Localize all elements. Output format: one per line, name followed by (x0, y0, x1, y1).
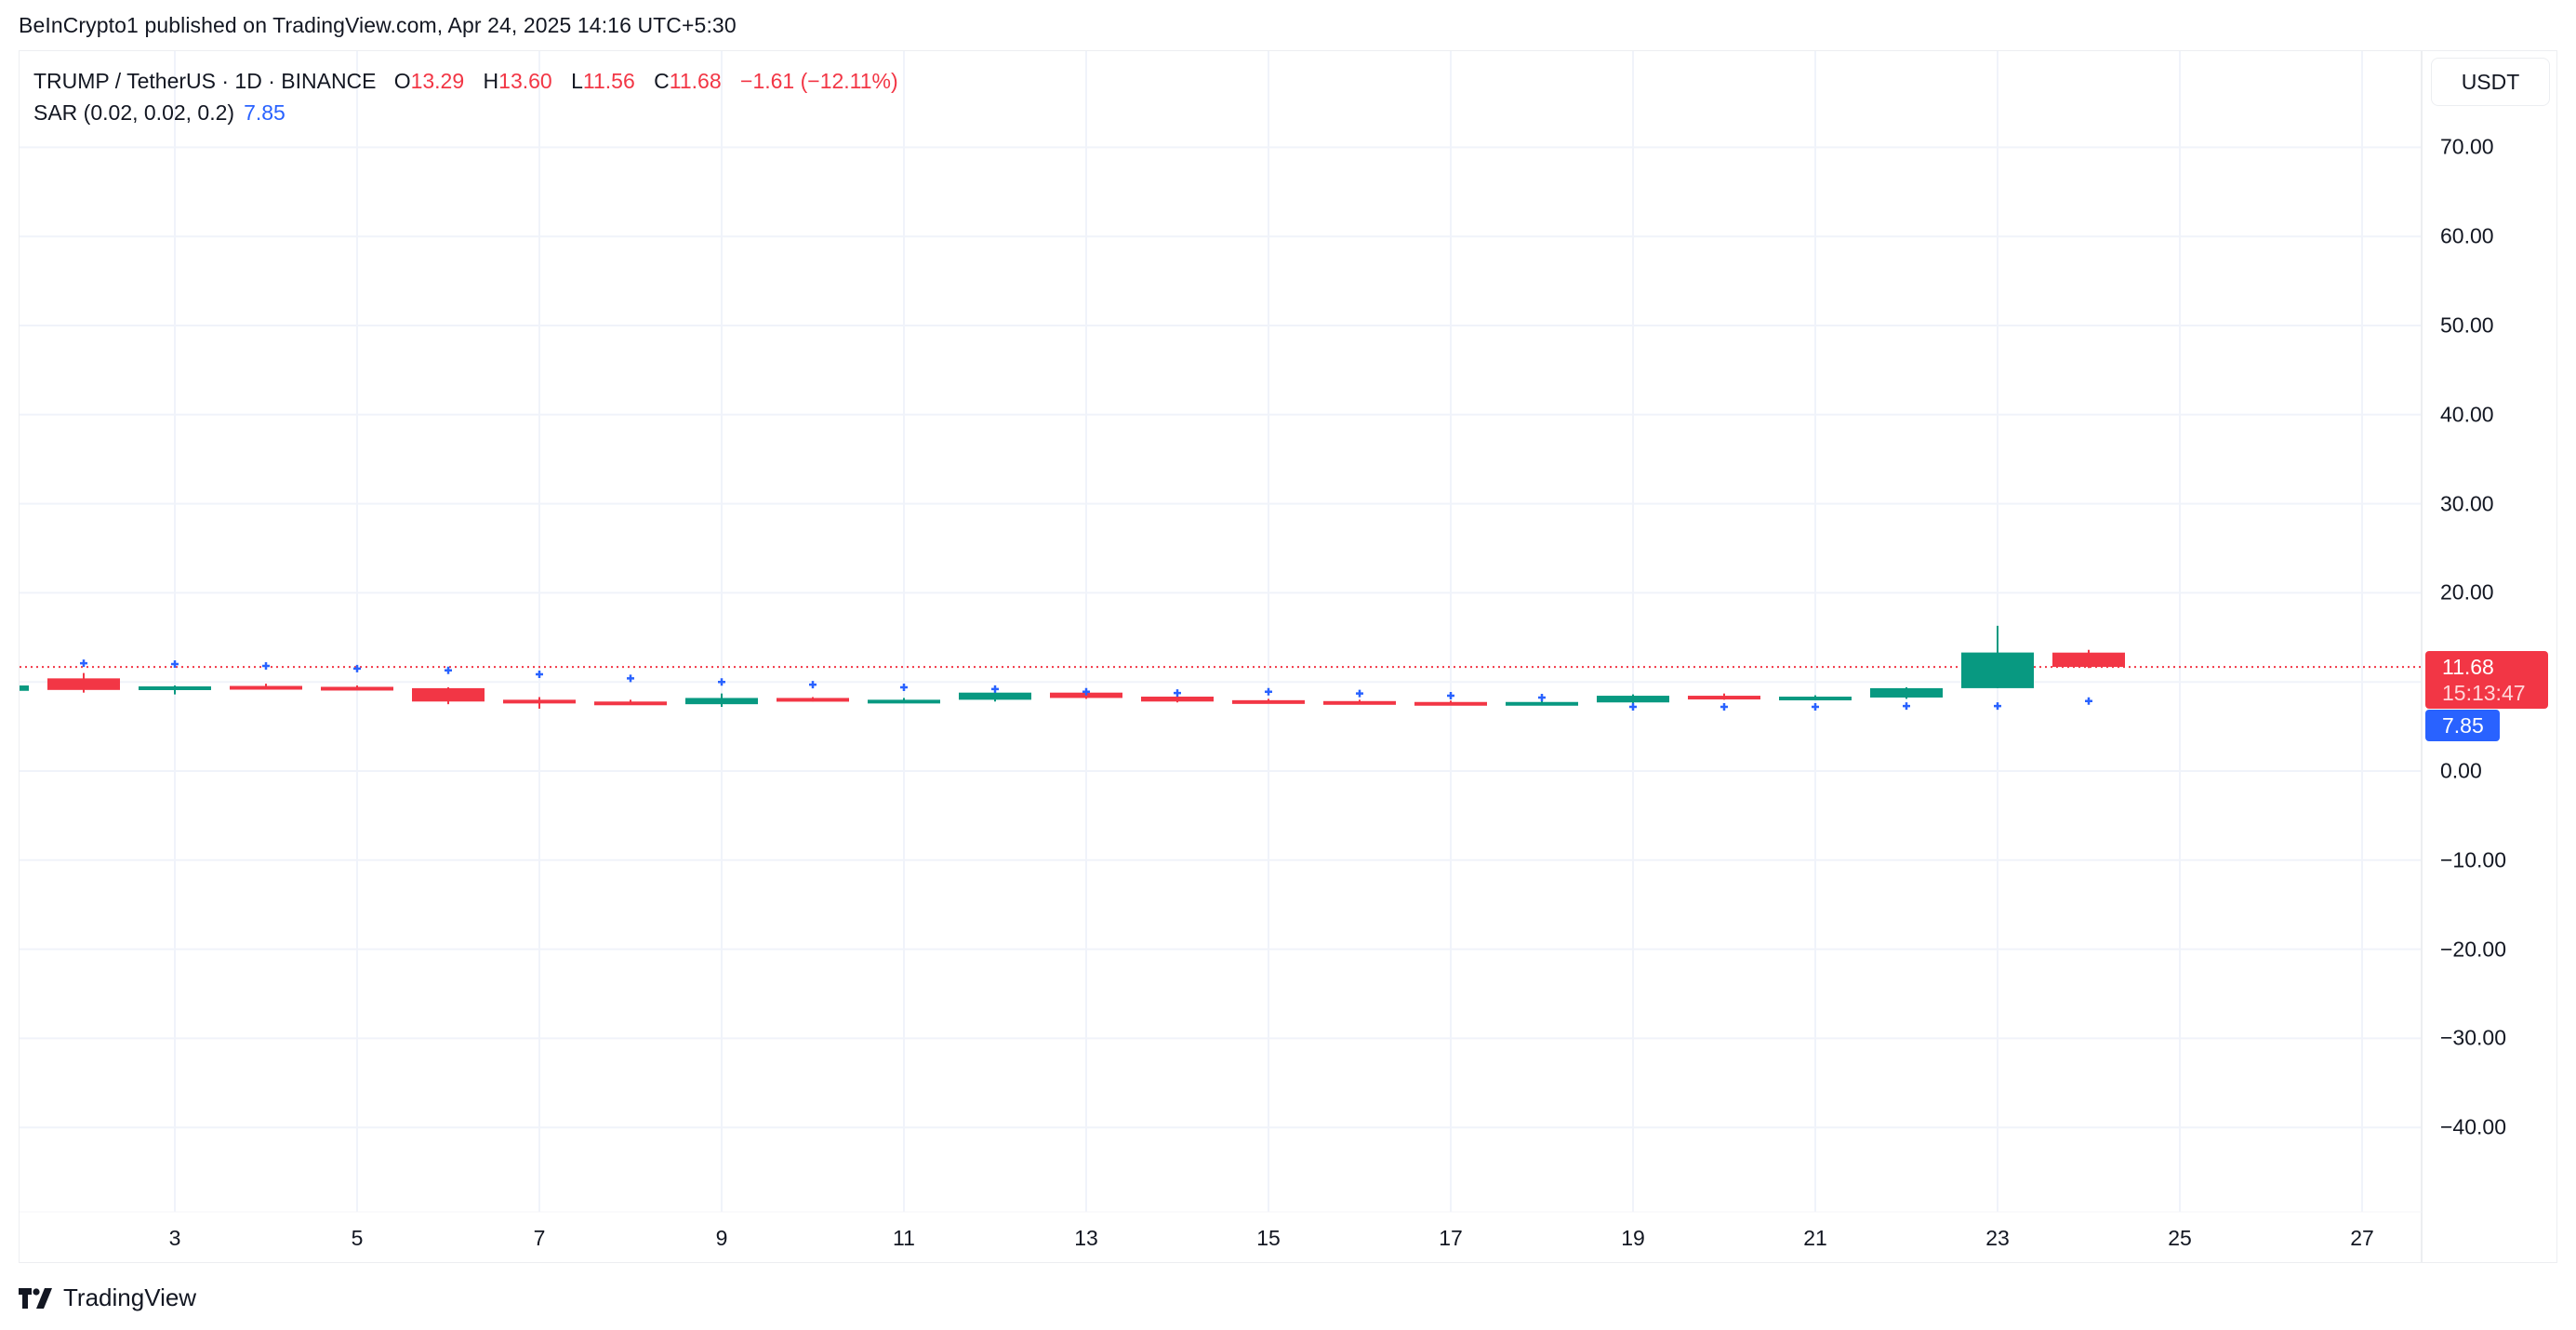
last-price-value: 11.68 (2442, 655, 2494, 679)
candle-body (1141, 697, 1214, 702)
last-price-tag: 11.68 15:13:47 (2425, 651, 2548, 709)
tradingview-logo-icon (19, 1287, 52, 1309)
candle-body (1779, 697, 1852, 701)
sar-point (1538, 693, 1546, 701)
currency-button[interactable]: USDT (2431, 58, 2550, 106)
sar-point (1447, 692, 1454, 700)
chart-frame (19, 50, 2557, 1263)
candle-body (1414, 701, 1487, 706)
candle-body (594, 701, 667, 706)
time-tick-label: 7 (533, 1226, 546, 1250)
ohlc-row: TRUMP / TetherUS · 1D · BINANCE O13.29 H… (33, 65, 911, 97)
candle-body (868, 699, 940, 704)
price-tick-label: 20.00 (2440, 579, 2494, 605)
sar-point (809, 681, 817, 689)
candle-body (47, 678, 120, 690)
time-tick-label: 19 (1621, 1226, 1645, 1250)
brand-name: TradingView (63, 1283, 197, 1311)
time-tick-label: 17 (1439, 1226, 1463, 1250)
open-value: 13.29 (410, 69, 465, 93)
candle-body (503, 699, 576, 704)
price-tick-label: −40.00 (2440, 1114, 2506, 1139)
close-value: 11.68 (669, 69, 722, 93)
close-label: C (654, 69, 670, 93)
candle-body (139, 685, 211, 690)
price-tick-label: 30.00 (2440, 491, 2494, 516)
sar-point (80, 659, 87, 668)
time-tick-label: 15 (1256, 1226, 1281, 1250)
open-label: O (393, 69, 411, 93)
sar-point (1082, 687, 1090, 696)
candle-body (321, 686, 393, 691)
symbol-label[interactable]: TRUMP / TetherUS · 1D · BINANCE (33, 69, 377, 93)
indicator-row: SAR (0.02, 0.02, 0.2) 7.85 (33, 97, 911, 128)
sar-point (991, 685, 999, 693)
indicator-value: 7.85 (244, 100, 285, 125)
candles-group (20, 625, 2422, 712)
price-tick-label: 0.00 (2440, 758, 2482, 783)
candle-body (1688, 696, 1760, 700)
high-label: H (483, 69, 499, 93)
candle-body (1506, 701, 1578, 706)
candle-body (1323, 700, 1396, 705)
candle-body (777, 698, 849, 702)
price-tick-label: 60.00 (2440, 223, 2494, 248)
sar-point (536, 671, 543, 679)
time-tick-label: 9 (715, 1226, 728, 1250)
candle-body (1232, 699, 1305, 704)
time-tick-label: 27 (2350, 1226, 2374, 1250)
sar-point (1720, 703, 1728, 712)
sar-point (1356, 689, 1363, 698)
price-tick-label: −10.00 (2440, 847, 2506, 872)
sar-point (353, 664, 361, 672)
bar-countdown: 15:13:47 (2442, 681, 2526, 705)
price-tick-label: −30.00 (2440, 1025, 2506, 1050)
candle-body (959, 692, 1031, 700)
sar-point (1174, 689, 1181, 698)
sar-point (1903, 702, 1910, 711)
candle-body (20, 685, 29, 691)
sar-point (171, 660, 179, 669)
time-tick-label: 25 (2168, 1226, 2192, 1250)
time-tick-label: 11 (893, 1226, 915, 1250)
sar-point (900, 683, 908, 691)
time-tick-label: 23 (1985, 1226, 2010, 1250)
change-value: −1.61 (−12.11%) (740, 69, 898, 93)
price-tick-label: 40.00 (2440, 402, 2494, 427)
candle-body (412, 687, 485, 702)
time-tick-label: 5 (351, 1226, 364, 1250)
time-tick-label: 21 (1803, 1226, 1827, 1250)
candle-body (685, 698, 758, 705)
candle-body (1597, 696, 1669, 703)
sar-point (718, 678, 725, 686)
candle-body (1961, 652, 2034, 688)
price-tick-label: −20.00 (2440, 937, 2506, 962)
sar-point (2085, 697, 2092, 705)
sar-point (262, 661, 270, 670)
sar-point (1265, 687, 1272, 696)
sar-point (1629, 703, 1637, 712)
sar-point (1812, 703, 1819, 712)
high-value: 13.60 (498, 69, 552, 93)
candle-body (230, 685, 302, 690)
price-tick-label: 70.00 (2440, 134, 2494, 159)
sar-point (445, 666, 452, 674)
indicator-label[interactable]: SAR (0.02, 0.02, 0.2) (33, 100, 235, 125)
sar-point (627, 674, 634, 683)
candle-body (2052, 652, 2125, 668)
sar-price-tag: 7.85 (2425, 710, 2500, 741)
time-tick-label: 13 (1074, 1226, 1098, 1250)
time-tick-label: 3 (168, 1226, 181, 1250)
published-info: BeInCrypto1 published on TradingView.com… (19, 13, 737, 37)
sar-point (1994, 702, 2001, 711)
low-value: 11.56 (582, 69, 635, 93)
candle-body (1870, 687, 1943, 698)
chart-legend: TRUMP / TetherUS · 1D · BINANCE O13.29 H… (33, 65, 911, 128)
price-tick-label: 50.00 (2440, 313, 2494, 338)
tradingview-logo[interactable]: TradingView (19, 1283, 196, 1312)
low-label: L (571, 69, 583, 93)
